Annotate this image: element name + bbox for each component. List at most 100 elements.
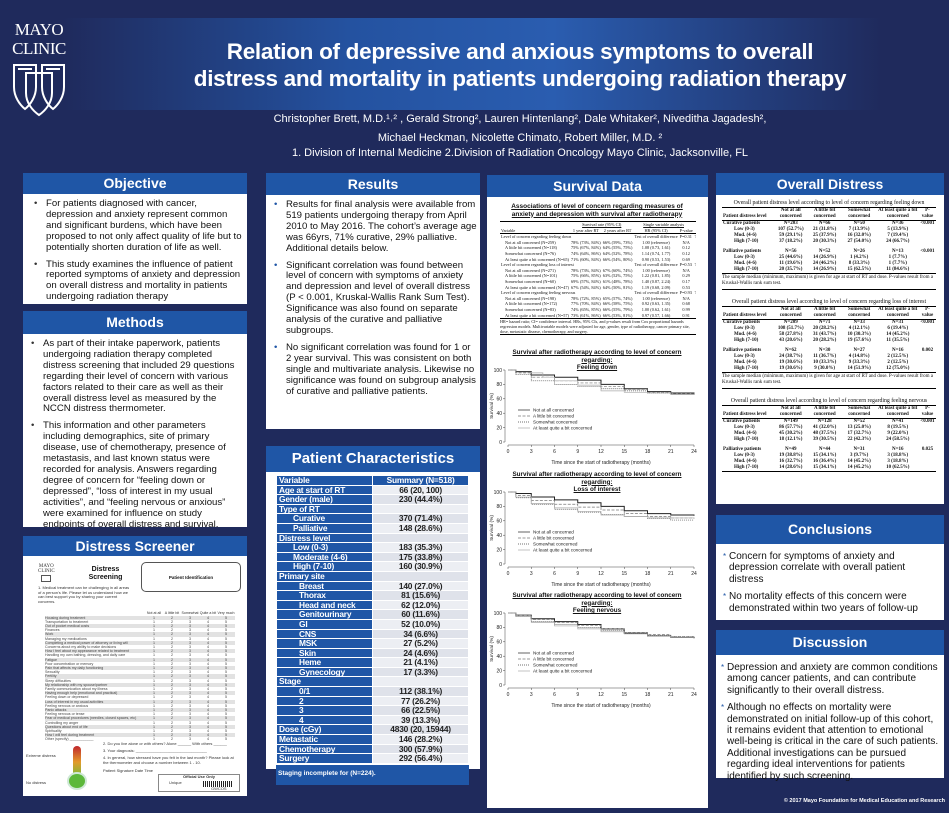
rating-option[interactable]: 5	[225, 695, 227, 700]
rating-option[interactable]: 3	[189, 665, 191, 670]
rating-option[interactable]: 4	[207, 644, 209, 649]
rating-option[interactable]: 3	[189, 695, 191, 700]
rating-option[interactable]: 1	[153, 728, 155, 733]
rating-option[interactable]: 5	[225, 653, 227, 658]
rating-option[interactable]: 4	[207, 686, 209, 691]
rating-option[interactable]: 3	[189, 632, 191, 637]
rating-option[interactable]: 3	[189, 661, 191, 666]
rating-option[interactable]: 5	[225, 670, 227, 675]
rating-option[interactable]: 4	[207, 615, 209, 620]
rating-option[interactable]: 4	[207, 636, 209, 641]
rating-option[interactable]: 1	[153, 636, 155, 641]
rating-option[interactable]: 3	[189, 716, 191, 721]
rating-option[interactable]: 2	[171, 720, 173, 725]
rating-option[interactable]: 2	[171, 682, 173, 687]
rating-option[interactable]: 1	[153, 712, 155, 717]
rating-option[interactable]: 3	[189, 703, 191, 708]
rating-option[interactable]: 4	[207, 670, 209, 675]
rating-option[interactable]: 3	[189, 636, 191, 641]
rating-option[interactable]: 3	[189, 720, 191, 725]
rating-option[interactable]: 4	[207, 640, 209, 645]
rating-option[interactable]: 3	[189, 682, 191, 687]
rating-option[interactable]: 2	[171, 707, 173, 712]
rating-option[interactable]: 5	[225, 678, 227, 683]
rating-option[interactable]: 1	[153, 665, 155, 670]
rating-option[interactable]: 4	[207, 628, 209, 633]
rating-option[interactable]: 5	[225, 649, 227, 654]
rating-option[interactable]: 5	[225, 712, 227, 717]
rating-option[interactable]: 5	[225, 619, 227, 624]
rating-option[interactable]: 1	[153, 628, 155, 633]
rating-option[interactable]: 2	[171, 703, 173, 708]
rating-option[interactable]: 3	[189, 699, 191, 704]
rating-option[interactable]: 3	[189, 628, 191, 633]
rating-option[interactable]: 1	[153, 640, 155, 645]
rating-option[interactable]: 1	[153, 699, 155, 704]
rating-option[interactable]: 1	[153, 649, 155, 654]
rating-option[interactable]: 4	[207, 695, 209, 700]
rating-option[interactable]: 1	[153, 615, 155, 620]
rating-option[interactable]: 2	[171, 712, 173, 717]
rating-option[interactable]: 1	[153, 703, 155, 708]
rating-option[interactable]: 4	[207, 661, 209, 666]
rating-option[interactable]: 4	[207, 674, 209, 679]
rating-option[interactable]: 1	[153, 623, 155, 628]
rating-option[interactable]: 5	[225, 665, 227, 670]
rating-option[interactable]: 2	[171, 623, 173, 628]
rating-option[interactable]: 5	[225, 682, 227, 687]
rating-option[interactable]: 1	[153, 661, 155, 666]
rating-option[interactable]: 2	[171, 649, 173, 654]
rating-option[interactable]: 5	[225, 703, 227, 708]
rating-option[interactable]: 1	[153, 720, 155, 725]
rating-option[interactable]: 1	[153, 733, 155, 738]
rating-option[interactable]: 4	[207, 678, 209, 683]
rating-option[interactable]: 2	[171, 644, 173, 649]
rating-option[interactable]: 5	[225, 628, 227, 633]
rating-option[interactable]: 1	[153, 619, 155, 624]
rating-option[interactable]: 5	[225, 644, 227, 649]
rating-option[interactable]: 2	[171, 628, 173, 633]
rating-option[interactable]: 5	[225, 632, 227, 637]
rating-option[interactable]: 3	[189, 733, 191, 738]
rating-option[interactable]: 4	[207, 632, 209, 637]
rating-option[interactable]: 4	[207, 737, 209, 742]
rating-option[interactable]: 1	[153, 632, 155, 637]
rating-option[interactable]: 5	[225, 724, 227, 729]
rating-option[interactable]: 2	[171, 636, 173, 641]
rating-option[interactable]: 1	[153, 724, 155, 729]
rating-option[interactable]: 3	[189, 657, 191, 662]
rating-option[interactable]: 4	[207, 733, 209, 738]
rating-option[interactable]: 3	[189, 653, 191, 658]
rating-option[interactable]: 4	[207, 657, 209, 662]
rating-option[interactable]: 3	[189, 623, 191, 628]
rating-option[interactable]: 2	[171, 653, 173, 658]
rating-option[interactable]: 5	[225, 707, 227, 712]
rating-option[interactable]: 4	[207, 619, 209, 624]
rating-option[interactable]: 3	[189, 724, 191, 729]
rating-option[interactable]: 5	[225, 674, 227, 679]
rating-option[interactable]: 3	[189, 649, 191, 654]
rating-option[interactable]: 2	[171, 691, 173, 696]
rating-option[interactable]: 1	[153, 737, 155, 742]
rating-option[interactable]: 1	[153, 657, 155, 662]
rating-option[interactable]: 4	[207, 712, 209, 717]
rating-option[interactable]: 1	[153, 686, 155, 691]
rating-option[interactable]: 2	[171, 737, 173, 742]
rating-option[interactable]: 3	[189, 686, 191, 691]
rating-option[interactable]: 4	[207, 699, 209, 704]
rating-option[interactable]: 2	[171, 695, 173, 700]
rating-option[interactable]: 5	[225, 737, 227, 742]
rating-option[interactable]: 3	[189, 640, 191, 645]
rating-option[interactable]: 5	[225, 733, 227, 738]
rating-option[interactable]: 5	[225, 699, 227, 704]
rating-option[interactable]: 4	[207, 665, 209, 670]
rating-option[interactable]: 5	[225, 661, 227, 666]
rating-option[interactable]: 4	[207, 682, 209, 687]
rating-option[interactable]: 2	[171, 670, 173, 675]
rating-option[interactable]: 1	[153, 644, 155, 649]
rating-option[interactable]: 5	[225, 686, 227, 691]
rating-option[interactable]: 3	[189, 728, 191, 733]
rating-option[interactable]: 2	[171, 657, 173, 662]
rating-option[interactable]: 1	[153, 707, 155, 712]
rating-option[interactable]: 2	[171, 665, 173, 670]
